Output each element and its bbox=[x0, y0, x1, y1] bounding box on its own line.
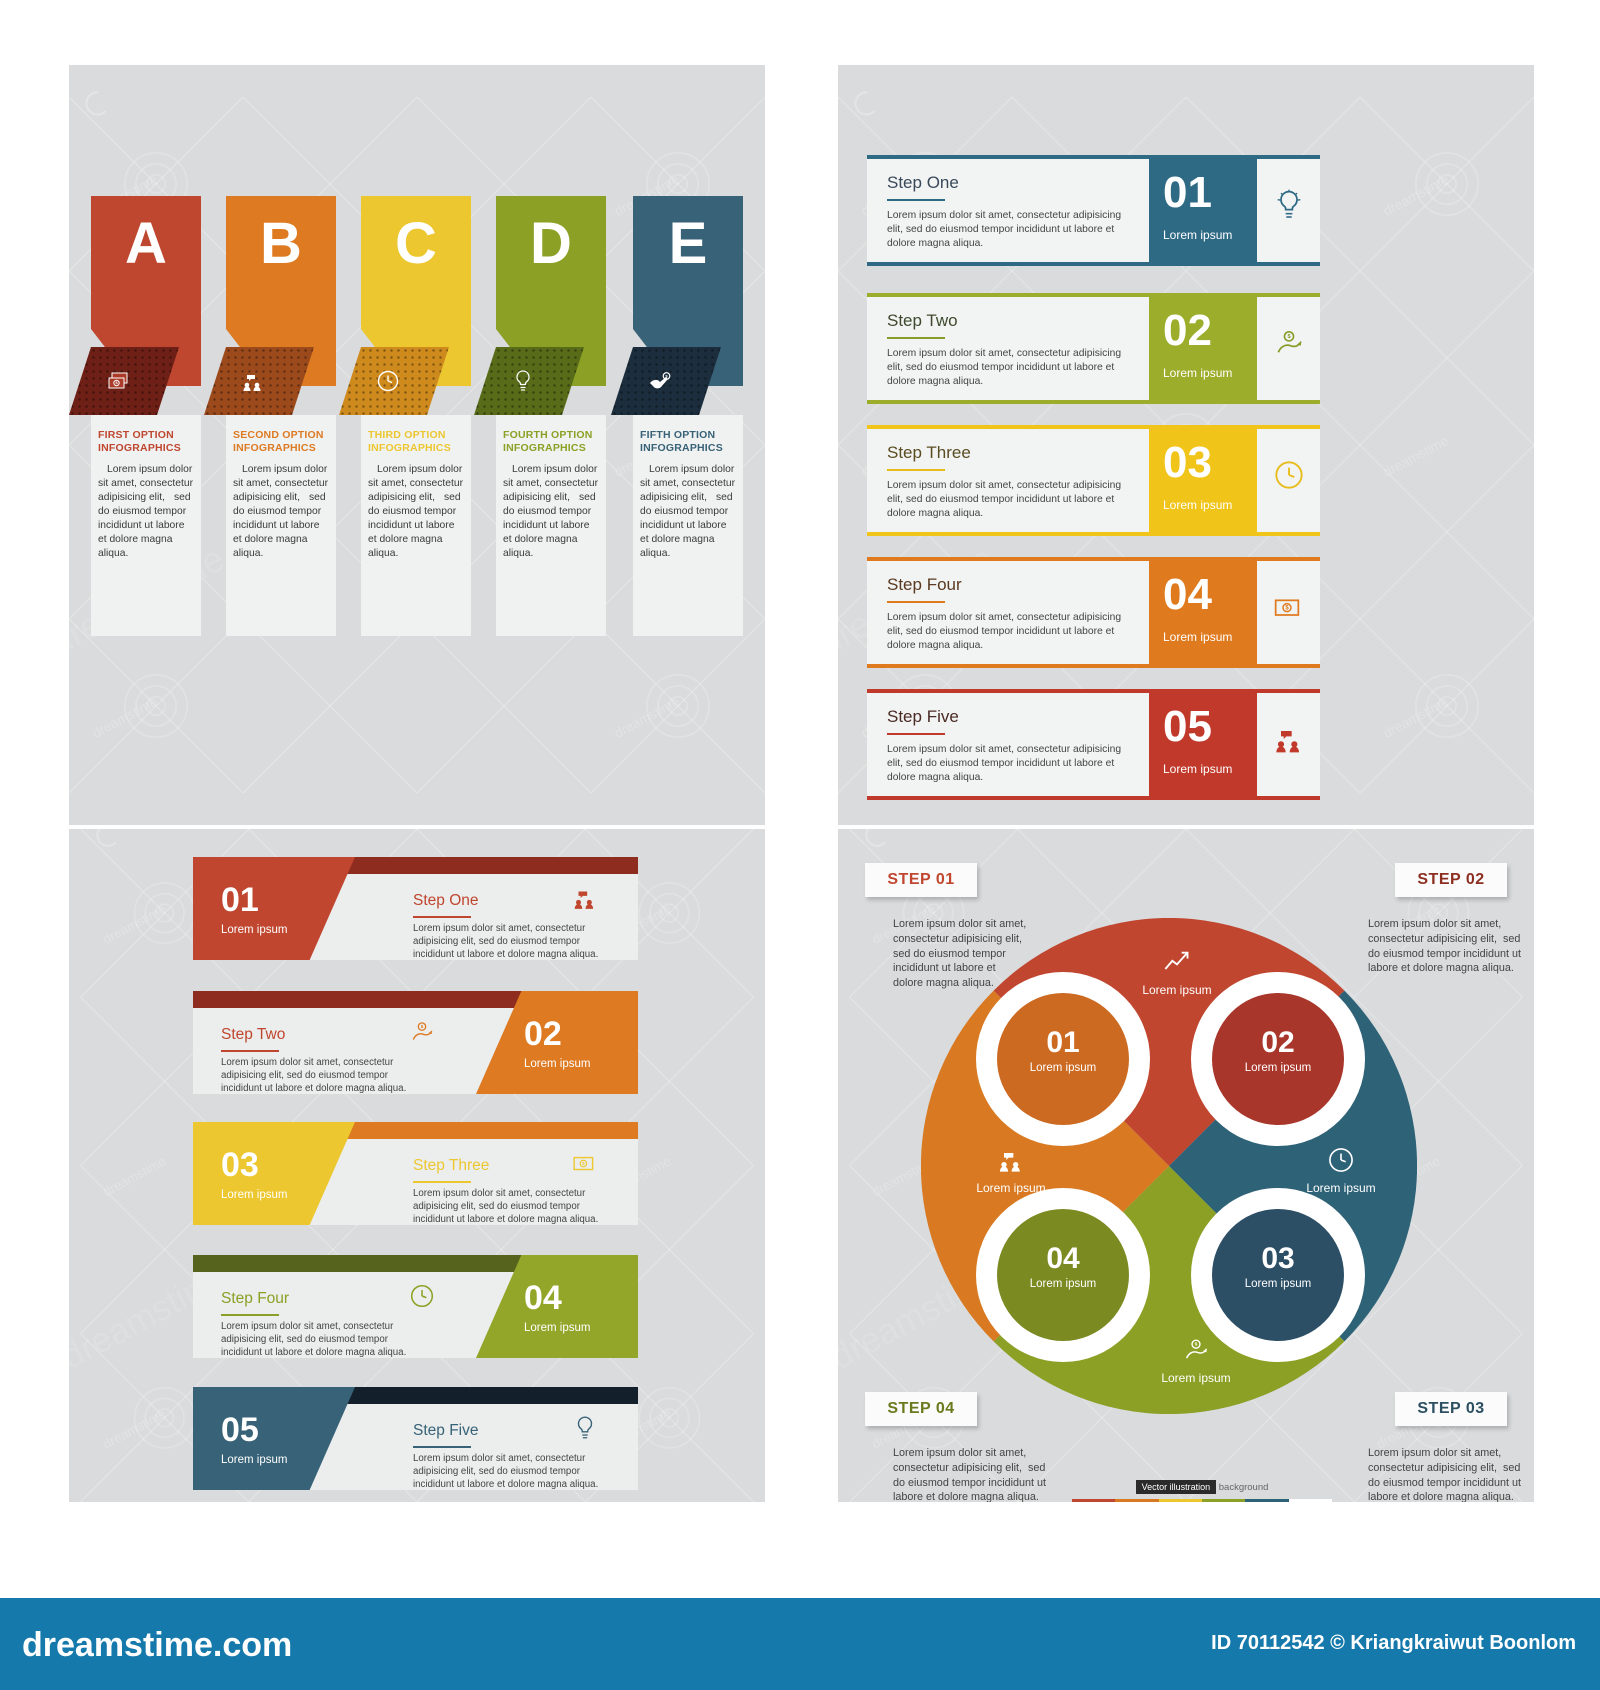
svg-text:$: $ bbox=[1195, 1342, 1198, 1348]
svg-text:dreamstime: dreamstime bbox=[100, 1154, 168, 1200]
svg-text:dreamstime: dreamstime bbox=[612, 694, 683, 741]
svg-text:dreamstime: dreamstime bbox=[1381, 433, 1452, 480]
svg-text:dreamstime: dreamstime bbox=[90, 694, 161, 741]
svg-text:$: $ bbox=[582, 1161, 585, 1167]
svg-text:$: $ bbox=[421, 1024, 424, 1029]
svg-text:dreamstime: dreamstime bbox=[100, 1406, 168, 1452]
svg-text:dreamstime: dreamstime bbox=[1381, 694, 1452, 741]
svg-text:$: $ bbox=[1287, 334, 1291, 340]
svg-text:$: $ bbox=[665, 373, 668, 378]
svg-text:dreamstime: dreamstime bbox=[1381, 172, 1452, 219]
svg-text:dreamstime: dreamstime bbox=[100, 901, 168, 947]
